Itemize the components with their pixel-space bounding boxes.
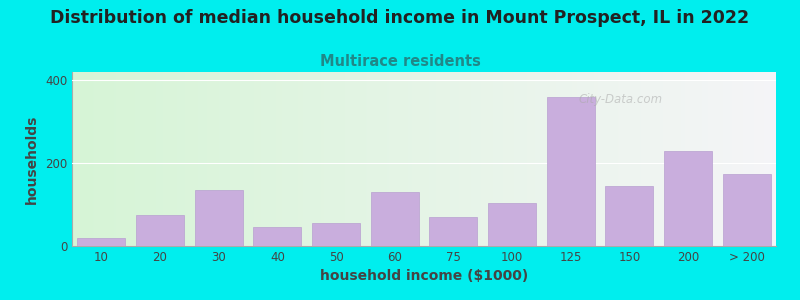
Bar (430, 217, 478, 246)
Bar (312, 223, 360, 246)
Text: Multirace residents: Multirace residents (319, 54, 481, 69)
Bar (606, 186, 654, 246)
Text: Distribution of median household income in Mount Prospect, IL in 2022: Distribution of median household income … (50, 9, 750, 27)
Bar (370, 192, 418, 246)
Bar (136, 215, 184, 246)
Bar (722, 173, 770, 246)
Bar (664, 151, 712, 246)
Bar (546, 97, 594, 246)
X-axis label: household income ($1000): household income ($1000) (320, 269, 528, 284)
Text: City-Data.com: City-Data.com (579, 93, 663, 106)
Bar (78, 238, 126, 246)
Bar (488, 202, 536, 246)
Bar (194, 190, 242, 246)
Y-axis label: households: households (26, 114, 39, 204)
Bar (254, 227, 302, 246)
